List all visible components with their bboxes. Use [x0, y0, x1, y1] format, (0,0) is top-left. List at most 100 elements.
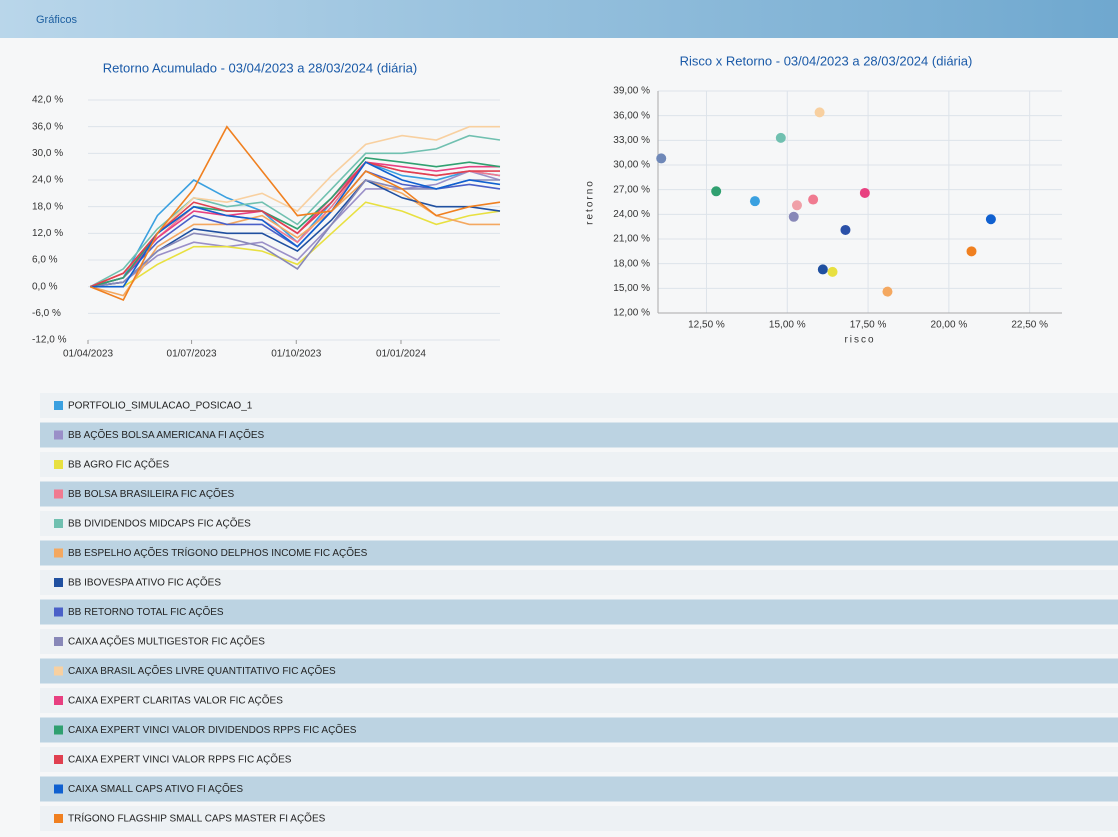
- scatter-point: [711, 186, 722, 197]
- legend-label: PORTFOLIO_SIMULACAO_POSICAO_1: [68, 401, 253, 412]
- legend-swatch: [54, 607, 63, 617]
- legend-swatch: [54, 489, 63, 499]
- y-tick-label: 0,0 %: [32, 281, 58, 292]
- legend-swatch: [54, 814, 63, 823]
- legend-swatch: [54, 784, 63, 794]
- y-axis-label: retorno: [585, 179, 596, 225]
- y-tick-label: 39,00 %: [613, 86, 650, 97]
- y-tick-label: 24,00 %: [613, 209, 650, 220]
- legend-row: [40, 599, 1118, 625]
- legend-label: TRÍGONO FLAGSHIP SMALL CAPS MASTER FI AÇ…: [68, 812, 326, 825]
- header-title: Gráficos: [36, 14, 77, 26]
- legend-row: [40, 776, 1118, 802]
- y-tick-label: 15,00 %: [613, 283, 650, 294]
- legend-swatch: [54, 430, 63, 440]
- y-tick-label: 21,00 %: [613, 234, 650, 245]
- legend-label: BB ESPELHO AÇÕES TRÍGONO DELPHOS INCOME …: [68, 546, 368, 559]
- y-tick-label: 30,0 %: [32, 148, 63, 159]
- chart-title: Retorno Acumulado - 03/04/2023 a 28/03/2…: [103, 60, 417, 75]
- scatter-point: [966, 246, 977, 257]
- legend-label: CAIXA EXPERT VINCI VALOR DIVIDENDOS RPPS…: [68, 723, 357, 736]
- y-tick-label: 24,0 %: [32, 175, 63, 186]
- scatter-point: [808, 194, 819, 205]
- y-tick-label: 33,00 %: [613, 135, 650, 146]
- x-tick-label: 20,00 %: [931, 320, 968, 331]
- legend-swatch: [54, 725, 63, 735]
- scatter-point: [814, 107, 825, 118]
- y-tick-label: 30,00 %: [613, 160, 650, 171]
- legend-row: [40, 570, 1118, 595]
- scatter-point: [985, 214, 996, 225]
- series-line: [90, 201, 501, 288]
- legend-swatch: [54, 548, 63, 558]
- series-line: [90, 179, 500, 297]
- legend-row: [40, 393, 1118, 418]
- y-tick-label: 42,0 %: [32, 95, 63, 106]
- legend-row: [40, 511, 1118, 536]
- legend-row: [40, 540, 1118, 566]
- legend-label: CAIXA BRASIL AÇÕES LIVRE QUANTITATIVO FI…: [68, 664, 336, 677]
- legend-label: BB RETORNO TOTAL FIC AÇÕES: [68, 605, 224, 618]
- x-tick-label: 15,00 %: [769, 320, 806, 331]
- scatter-point: [859, 187, 870, 198]
- legend-row: [40, 481, 1118, 507]
- x-tick-label: 01/01/2024: [376, 349, 426, 360]
- scatter-point: [817, 264, 828, 275]
- y-tick-label: -6,0 %: [32, 308, 61, 319]
- legend-label: CAIXA AÇÕES MULTIGESTOR FIC AÇÕES: [68, 635, 265, 648]
- series-line: [90, 125, 501, 302]
- legend-swatch: [54, 666, 63, 676]
- header-bar: [0, 0, 1118, 38]
- x-tick-label: 12,50 %: [688, 320, 725, 331]
- legend-swatch: [54, 696, 63, 705]
- legend-label: CAIXA EXPERT CLARITAS VALOR FIC AÇÕES: [68, 694, 283, 707]
- chart-title: Risco x Retorno - 03/04/2023 a 28/03/202…: [680, 53, 973, 68]
- x-axis-label: risco: [844, 335, 875, 346]
- x-tick-label: 01/04/2023: [63, 349, 113, 360]
- legend-swatch: [54, 755, 63, 764]
- y-tick-label: 12,0 %: [32, 228, 63, 239]
- legend-swatch: [54, 519, 63, 528]
- legend-swatch: [54, 578, 63, 587]
- series-line: [90, 170, 501, 288]
- legend-label: CAIXA EXPERT VINCI VALOR RPPS FIC AÇÕES: [68, 753, 292, 766]
- legend-row: [40, 629, 1118, 654]
- scatter-point: [775, 132, 786, 143]
- scatter-point: [791, 200, 802, 211]
- legend-label: BB AÇÕES BOLSA AMERICANA FI AÇÕES: [68, 428, 265, 441]
- legend-swatch: [54, 401, 63, 410]
- legend-row: [40, 747, 1118, 772]
- scatter-point: [840, 224, 851, 235]
- y-tick-label: 18,0 %: [32, 201, 63, 212]
- series-line: [89, 134, 501, 288]
- legend-row: [40, 688, 1118, 713]
- legend-label: BB AGRO FIC AÇÕES: [68, 458, 169, 471]
- scatter-point: [788, 211, 799, 222]
- x-tick-label: 17,50 %: [850, 320, 887, 331]
- legend-label: BB IBOVESPA ATIVO FIC AÇÕES: [68, 576, 221, 589]
- legend-row: [40, 717, 1118, 743]
- legend-swatch: [54, 460, 63, 469]
- legend-label: BB DIVIDENDOS MIDCAPS FIC AÇÕES: [68, 517, 251, 530]
- x-tick-label: 01/07/2023: [167, 349, 217, 360]
- legend-row: [40, 452, 1118, 477]
- legend-row: [40, 422, 1118, 448]
- legend-label: CAIXA SMALL CAPS ATIVO FI AÇÕES: [68, 782, 243, 795]
- y-tick-label: 18,00 %: [613, 258, 650, 269]
- y-tick-label: 36,0 %: [32, 121, 63, 132]
- y-tick-label: 27,00 %: [613, 184, 650, 195]
- x-tick-label: 22,50 %: [1011, 320, 1048, 331]
- legend-row: [40, 806, 1118, 831]
- y-tick-label: 6,0 %: [32, 255, 58, 266]
- legend-row: [40, 658, 1118, 684]
- scatter-point: [656, 153, 667, 164]
- scatter-point: [827, 266, 838, 277]
- legend-swatch: [54, 637, 63, 646]
- y-tick-label: 12,00 %: [613, 308, 650, 319]
- y-tick-label: -12,0 %: [32, 335, 67, 346]
- y-tick-label: 36,00 %: [613, 110, 650, 121]
- x-tick-label: 01/10/2023: [271, 349, 321, 360]
- scatter-point: [749, 196, 760, 207]
- legend-label: BB BOLSA BRASILEIRA FIC AÇÕES: [68, 487, 235, 500]
